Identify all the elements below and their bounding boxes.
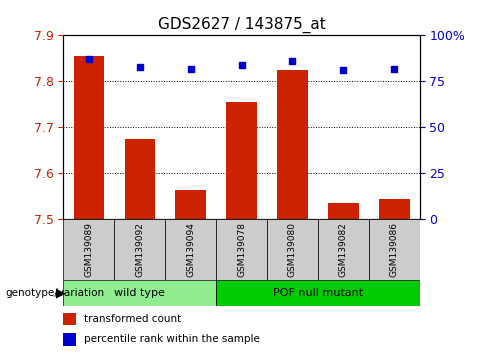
- Text: GSM139094: GSM139094: [186, 222, 195, 278]
- Point: [390, 66, 398, 72]
- Text: ▶: ▶: [56, 286, 66, 299]
- Bar: [74, 56, 104, 219]
- Text: GSM139092: GSM139092: [135, 222, 144, 278]
- Text: transformed count: transformed count: [84, 314, 182, 324]
- Bar: [226, 102, 257, 219]
- Text: GSM139078: GSM139078: [237, 222, 246, 278]
- Bar: [63, 313, 76, 325]
- Bar: [216, 219, 267, 280]
- Point: [238, 62, 245, 68]
- Text: wild type: wild type: [114, 288, 165, 298]
- Bar: [277, 70, 308, 219]
- Bar: [63, 280, 216, 306]
- Bar: [63, 219, 114, 280]
- Text: GSM139089: GSM139089: [84, 222, 93, 278]
- Title: GDS2627 / 143875_at: GDS2627 / 143875_at: [158, 16, 325, 33]
- Bar: [328, 203, 359, 219]
- Bar: [369, 219, 420, 280]
- Bar: [114, 219, 165, 280]
- Point: [187, 66, 195, 72]
- Bar: [175, 189, 206, 219]
- Bar: [318, 219, 369, 280]
- Point: [288, 58, 296, 64]
- Point: [136, 64, 143, 69]
- Point: [340, 68, 347, 73]
- Bar: [63, 333, 76, 346]
- Bar: [165, 219, 216, 280]
- Text: GSM139086: GSM139086: [390, 222, 399, 278]
- Bar: [216, 280, 420, 306]
- Text: GSM139082: GSM139082: [339, 222, 348, 278]
- Text: POF null mutant: POF null mutant: [273, 288, 363, 298]
- Bar: [124, 139, 155, 219]
- Text: percentile rank within the sample: percentile rank within the sample: [84, 334, 260, 344]
- Text: GSM139080: GSM139080: [288, 222, 297, 278]
- Text: genotype/variation: genotype/variation: [5, 288, 104, 298]
- Point: [85, 57, 93, 62]
- Bar: [379, 199, 409, 219]
- Bar: [267, 219, 318, 280]
